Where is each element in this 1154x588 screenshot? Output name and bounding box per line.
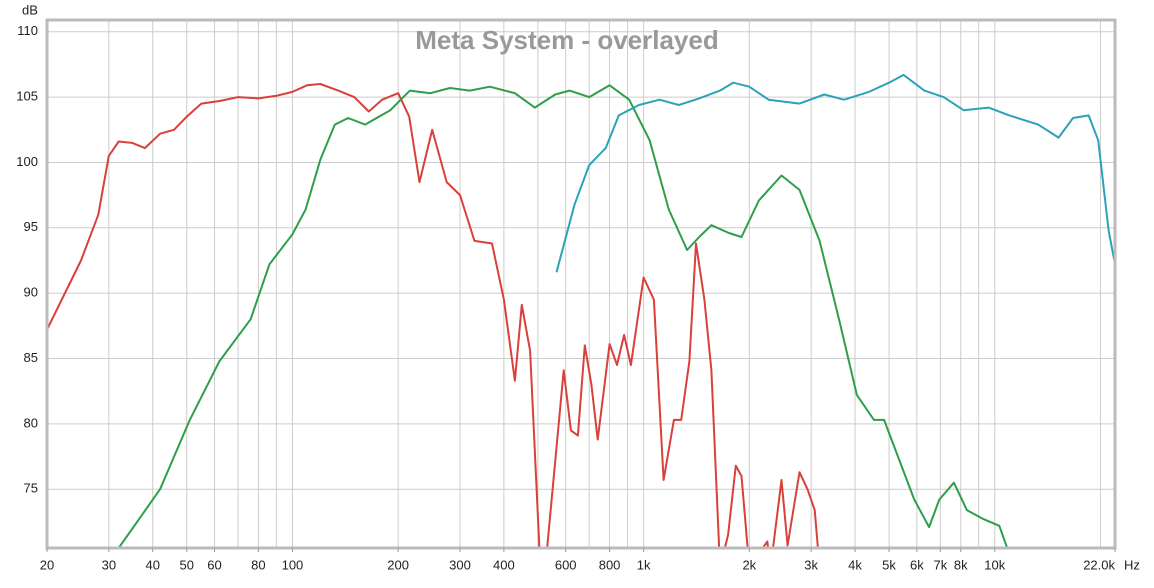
y-tick-label: 85 (24, 350, 38, 365)
y-tick-label: 110 (17, 23, 38, 38)
x-tick-label: 40 (145, 557, 159, 572)
y-tick-label: 100 (16, 154, 38, 169)
x-tick-label: 800 (599, 557, 621, 572)
series-line (47, 83, 819, 548)
x-tick-label: 8k (954, 557, 968, 572)
x-tick-label: 30 (102, 557, 116, 572)
x-tick-label: 22.0k (1083, 557, 1115, 572)
x-tick-label: 1k (637, 557, 651, 572)
x-axis-label: Hz (1124, 557, 1140, 572)
x-tick-label: 3k (804, 557, 818, 572)
x-tick-label: 2k (742, 557, 756, 572)
plot-area (47, 20, 1115, 548)
series-line (117, 84, 1009, 548)
x-tick-label: 80 (251, 557, 265, 572)
x-tick-label: 20 (40, 557, 54, 572)
x-tick-label: 10k (984, 557, 1005, 572)
x-tick-label: 300 (449, 557, 471, 572)
y-tick-label: 80 (24, 415, 38, 430)
chart-title: Meta System - overlayed (415, 25, 718, 55)
x-tick-label: 5k (882, 557, 896, 572)
x-tick-label: 400 (493, 557, 515, 572)
y-axis-label: dB (22, 2, 38, 17)
x-tick-label: 600 (555, 557, 577, 572)
plot-border (45, 18, 1117, 550)
x-tick-label: 7k (933, 557, 947, 572)
x-tick-label: 100 (282, 557, 304, 572)
y-tick-label: 75 (24, 481, 38, 496)
x-tick-label: 60 (207, 557, 221, 572)
x-tick-label: 4k (848, 557, 862, 572)
x-tick-label: 50 (180, 557, 194, 572)
y-tick-label: 105 (16, 89, 38, 104)
x-tick-label: 200 (387, 557, 409, 572)
y-tick-label: 90 (24, 285, 38, 300)
y-tick-label: 95 (24, 219, 38, 234)
x-tick-label: 6k (910, 557, 924, 572)
series-line (555, 73, 1115, 273)
